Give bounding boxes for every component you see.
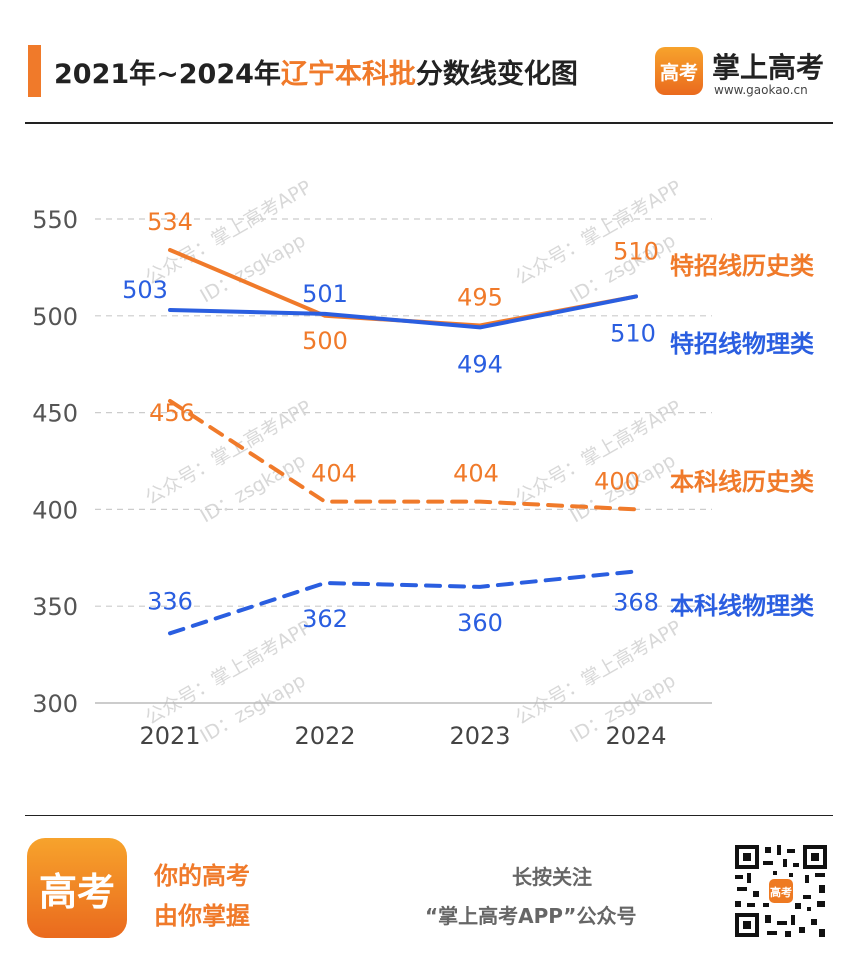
data-label: 494 xyxy=(457,350,503,378)
y-tick-label: 500 xyxy=(32,303,78,331)
y-tick-label: 450 xyxy=(32,400,78,428)
slogan-line-1: 你的高考 xyxy=(154,862,250,890)
data-label: 360 xyxy=(457,609,503,637)
x-tick-label: 2023 xyxy=(449,722,510,750)
data-label: 456 xyxy=(149,399,195,427)
y-tick-label: 300 xyxy=(32,690,78,718)
series-line-3 xyxy=(168,398,638,512)
y-tick-label: 350 xyxy=(32,593,78,621)
svg-text:高考: 高考 xyxy=(770,885,792,899)
brand-logo-icon: 高考 xyxy=(655,47,703,95)
slogan-line-2: 由你掌握 xyxy=(154,902,250,930)
data-label: 501 xyxy=(302,280,348,308)
data-label: 495 xyxy=(457,283,503,311)
data-label: 534 xyxy=(147,208,193,236)
x-tick-label: 2024 xyxy=(605,722,666,750)
series-name-label: 本科线物理类 xyxy=(670,592,815,620)
data-label: 404 xyxy=(311,460,357,488)
y-tick-label: 550 xyxy=(32,206,78,234)
data-label: 362 xyxy=(302,605,348,633)
brand-url: www.gaokao.cn xyxy=(714,83,808,97)
follow-text-line-2: “掌上高考APP”公众号 xyxy=(425,904,637,928)
title-accent-bar xyxy=(28,45,41,97)
title-suffix: 分数线变化图 xyxy=(415,59,578,90)
y-tick-label: 400 xyxy=(32,496,78,524)
follow-text-line-1: 长按关注 xyxy=(512,865,592,889)
brand-name: 掌上高考 xyxy=(712,51,825,84)
series-name-label: 本科线历史类 xyxy=(670,468,815,496)
series-line-2 xyxy=(168,294,638,330)
data-label: 503 xyxy=(122,276,168,304)
qr-code-icon[interactable]: 高考 xyxy=(733,843,829,939)
data-label: 400 xyxy=(594,467,640,495)
series-line-4 xyxy=(168,569,638,636)
title-prefix: 2021年~2024年 xyxy=(54,59,281,90)
footer-divider xyxy=(25,815,833,816)
series-name-label: 特招线物理类 xyxy=(670,330,815,358)
data-label: 500 xyxy=(302,327,348,355)
data-label: 510 xyxy=(610,319,656,347)
x-tick-label: 2022 xyxy=(294,722,355,750)
x-tick-label: 2021 xyxy=(139,722,200,750)
data-label: 368 xyxy=(613,588,659,616)
header-divider xyxy=(25,122,833,124)
series-name-label: 特招线历史类 xyxy=(670,252,815,280)
footer-logo-icon: 高考 xyxy=(27,838,127,938)
title-highlight: 辽宁本科批 xyxy=(280,59,416,90)
data-label: 336 xyxy=(147,587,193,615)
page-title: 2021年~2024年辽宁本科批分数线变化图 xyxy=(54,52,578,91)
data-label: 404 xyxy=(453,460,499,488)
data-label: 510 xyxy=(613,237,659,265)
